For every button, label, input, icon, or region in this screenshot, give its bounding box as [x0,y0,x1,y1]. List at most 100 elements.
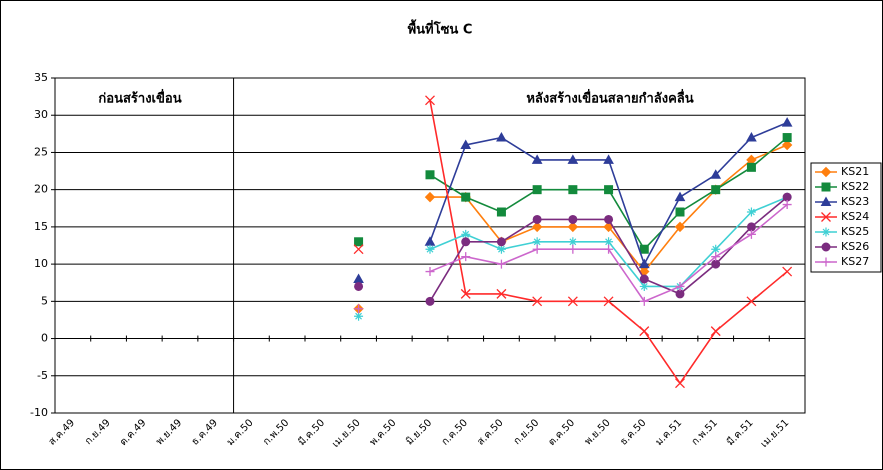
marker [425,170,435,180]
legend: KS21 KS22 KS23 KS24 KS25 KS26 KS27 [810,162,882,273]
marker [711,185,721,195]
marker [782,133,792,143]
marker [354,237,364,247]
marker [531,221,543,233]
legend-label: KS21 [841,165,869,178]
marker [604,244,614,254]
marker [354,304,364,314]
marker [746,229,756,239]
marker [782,266,793,277]
marker [821,242,831,252]
marker [496,259,506,269]
legend-label: KS24 [841,210,869,223]
marker [532,237,542,247]
marker [710,169,722,179]
marker [782,200,792,210]
marker [821,212,831,222]
marker [425,267,435,277]
legend-label: KS26 [841,240,869,253]
marker [353,244,364,255]
marker [567,154,579,164]
marker [354,281,364,291]
marker [354,311,364,321]
y-tick-label: 20 [34,183,48,196]
marker [532,296,543,307]
marker [674,191,686,202]
marker [820,196,832,206]
marker [461,192,471,202]
marker [568,214,578,224]
marker [604,185,614,195]
marker [782,192,792,202]
marker [711,259,721,269]
chart-title: พื้นที่โซน C [408,19,473,38]
marker [639,281,649,291]
marker [603,154,614,164]
marker [568,185,578,195]
marker [425,296,435,306]
marker [532,185,542,195]
marker [821,182,831,192]
marker [460,139,472,149]
marker [639,326,650,337]
marker [496,207,506,217]
marker [568,237,578,247]
marker [639,244,649,254]
marker [567,296,578,307]
marker [425,244,435,254]
marker [460,288,471,299]
marker [675,281,685,291]
marker [674,221,686,233]
y-tick-label: 10 [34,257,48,270]
marker [567,221,579,233]
marker [746,162,756,172]
marker [781,139,793,151]
marker [781,117,793,127]
annotation: ก่อนสร้างเขื่อน [98,89,181,107]
marker [604,237,614,247]
annotation: หลังสร้างเขื่อนสลายกำลังคลื่น [526,89,693,107]
marker [711,244,721,254]
marker [675,289,685,299]
marker [746,207,756,217]
marker [496,244,506,254]
marker [461,229,471,239]
marker [532,244,542,254]
marker [604,214,614,224]
marker [531,154,543,164]
marker [821,257,831,267]
marker [639,296,649,306]
y-tick-label: 30 [34,108,48,121]
legend-label: KS25 [841,225,869,238]
marker [746,222,756,232]
marker [425,95,435,106]
y-tick-label: 5 [41,294,48,307]
marker [821,227,831,237]
y-tick-label: 15 [34,220,48,233]
marker [675,378,685,389]
y-tick-label: -10 [30,406,48,419]
legend-label: KS27 [841,255,869,268]
marker [496,132,507,142]
marker [675,207,685,217]
y-tick-label: -5 [37,369,48,382]
marker [603,296,614,307]
marker [746,132,757,142]
marker [820,166,832,178]
y-tick-label: 25 [34,145,48,158]
marker [638,258,650,269]
marker [424,191,436,203]
marker [532,214,542,224]
y-tick-label: 0 [41,332,48,345]
marker [746,296,757,307]
marker [568,244,578,254]
marker [461,252,471,262]
legend-label: KS23 [841,195,869,208]
marker [496,288,507,299]
marker [496,237,506,247]
marker [461,237,471,247]
marker [710,326,721,337]
marker [639,274,649,284]
